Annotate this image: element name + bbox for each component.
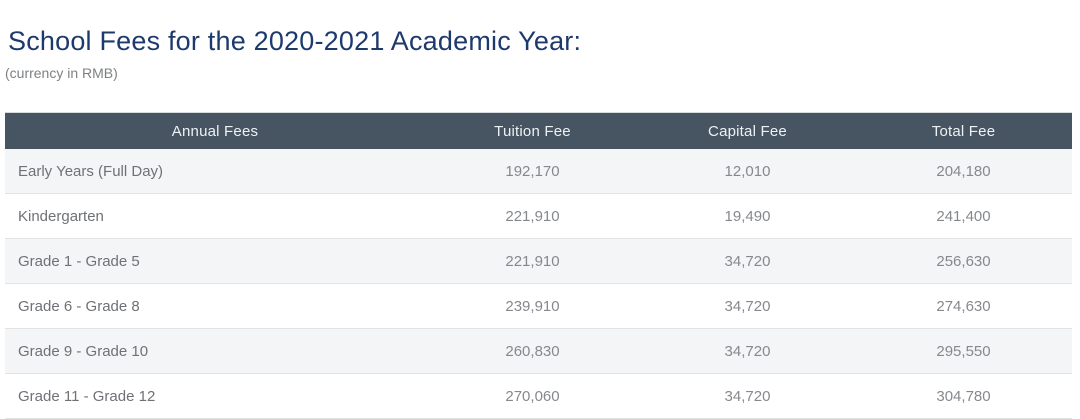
cell-capital-fee: 34,720 — [640, 328, 855, 374]
cell-tuition-fee: 260,830 — [425, 328, 640, 374]
cell-total-fee: 204,180 — [855, 149, 1072, 194]
table-row: Early Years (Full Day) 192,170 12,010 20… — [5, 149, 1072, 194]
cell-total-fee: 256,630 — [855, 238, 1072, 284]
page-title: School Fees for the 2020-2021 Academic Y… — [8, 26, 582, 57]
cell-total-fee: 295,550 — [855, 328, 1072, 374]
table-row: Kindergarten 221,910 19,490 241,400 — [5, 193, 1072, 239]
cell-tuition-fee: 192,170 — [425, 149, 640, 194]
cell-capital-fee: 34,720 — [640, 373, 855, 419]
table-row: Grade 6 - Grade 8 239,910 34,720 274,630 — [5, 283, 1072, 329]
cell-capital-fee: 19,490 — [640, 193, 855, 239]
table-header-row: Annual Fees Tuition Fee Capital Fee Tota… — [5, 112, 1072, 149]
cell-capital-fee: 12,010 — [640, 149, 855, 194]
cell-total-fee: 241,400 — [855, 193, 1072, 239]
cell-grade-label: Grade 1 - Grade 5 — [5, 238, 425, 284]
cell-tuition-fee: 239,910 — [425, 283, 640, 329]
cell-capital-fee: 34,720 — [640, 283, 855, 329]
cell-capital-fee: 34,720 — [640, 238, 855, 284]
table-row: Grade 9 - Grade 10 260,830 34,720 295,55… — [5, 328, 1072, 374]
cell-total-fee: 304,780 — [855, 373, 1072, 419]
currency-note: (currency in RMB) — [5, 65, 118, 81]
header-total-fee: Total Fee — [855, 112, 1072, 149]
cell-grade-label: Kindergarten — [5, 193, 425, 239]
school-fees-table: Annual Fees Tuition Fee Capital Fee Tota… — [5, 112, 1072, 419]
header-annual-fees: Annual Fees — [5, 112, 425, 149]
cell-grade-label: Grade 6 - Grade 8 — [5, 283, 425, 329]
cell-grade-label: Early Years (Full Day) — [5, 149, 425, 194]
cell-tuition-fee: 221,910 — [425, 193, 640, 239]
cell-total-fee: 274,630 — [855, 283, 1072, 329]
header-capital-fee: Capital Fee — [640, 112, 855, 149]
cell-grade-label: Grade 9 - Grade 10 — [5, 328, 425, 374]
cell-tuition-fee: 270,060 — [425, 373, 640, 419]
cell-tuition-fee: 221,910 — [425, 238, 640, 284]
table-row: Grade 11 - Grade 12 270,060 34,720 304,7… — [5, 373, 1072, 419]
cell-grade-label: Grade 11 - Grade 12 — [5, 373, 425, 419]
header-tuition-fee: Tuition Fee — [425, 112, 640, 149]
table-row: Grade 1 - Grade 5 221,910 34,720 256,630 — [5, 238, 1072, 284]
